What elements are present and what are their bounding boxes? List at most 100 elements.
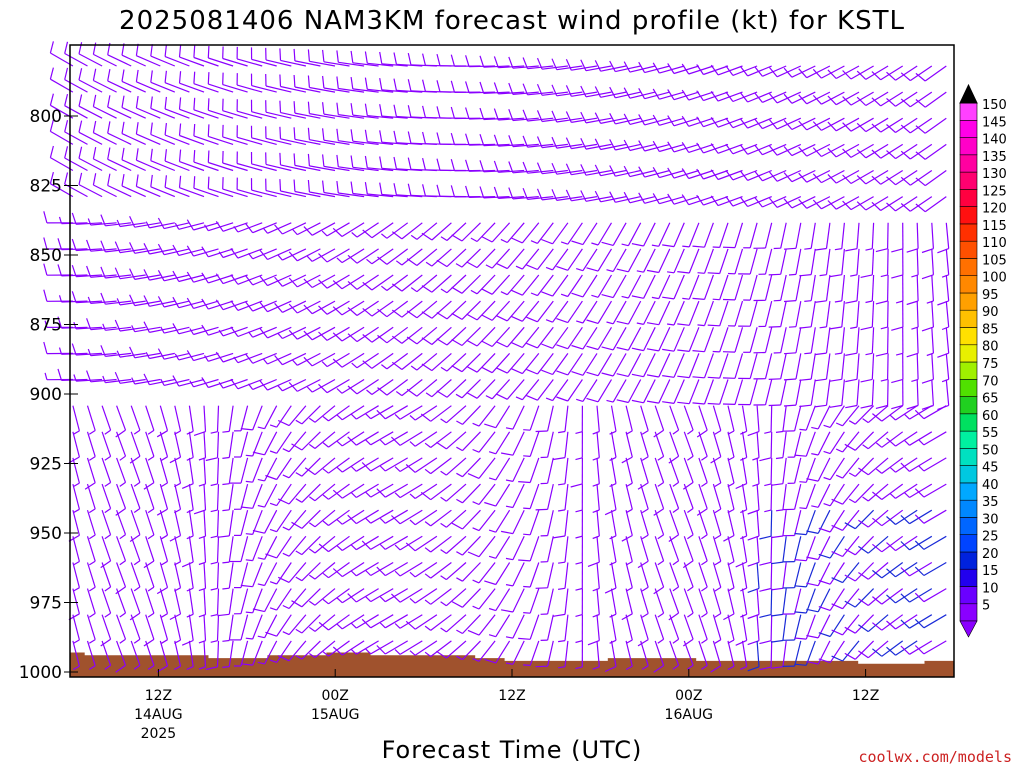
wind-barb xyxy=(844,562,875,582)
wind-barb xyxy=(332,483,365,499)
wind-barb xyxy=(662,379,685,404)
wind-barb xyxy=(592,588,600,618)
wind-barb xyxy=(625,483,633,514)
wind-barb xyxy=(759,431,773,462)
colorbar-cell xyxy=(959,344,978,363)
wind-barb xyxy=(436,640,467,659)
wind-barb xyxy=(421,300,452,319)
wind-barb xyxy=(753,379,773,406)
wind-barb xyxy=(436,326,467,346)
wind-barb xyxy=(842,91,874,106)
colorbar-label: 105 xyxy=(982,253,1007,268)
wind-barb xyxy=(727,405,735,435)
wind-barb xyxy=(332,561,365,578)
wind-barb xyxy=(860,353,875,383)
wind-barb xyxy=(505,405,525,430)
wind-barb xyxy=(710,169,743,181)
wind-barb xyxy=(799,483,816,510)
wind-barb xyxy=(683,588,694,618)
wind-barb xyxy=(609,510,617,540)
wind-barb xyxy=(178,45,205,67)
wind-barb xyxy=(336,535,365,552)
wind-barb xyxy=(451,509,481,530)
wind-barb xyxy=(336,614,365,630)
wind-barb xyxy=(57,368,88,381)
wind-barb xyxy=(174,483,182,514)
wind-barb xyxy=(698,510,708,540)
wind-barb xyxy=(669,483,680,513)
wind-barb xyxy=(236,99,263,119)
wind-barb xyxy=(365,509,394,524)
wind-barb xyxy=(332,300,365,316)
wind-barb xyxy=(753,327,773,354)
wind-barb xyxy=(551,84,583,97)
wind-barb xyxy=(58,347,88,355)
wind-barb xyxy=(332,352,365,368)
wind-barb xyxy=(129,431,141,464)
wind-barb xyxy=(818,562,845,585)
wind-barb xyxy=(727,431,735,461)
wind-barb xyxy=(740,484,748,514)
wind-barb xyxy=(710,90,743,102)
wind-barb xyxy=(560,222,583,245)
wind-barb xyxy=(827,143,860,158)
wind-barbs xyxy=(43,41,950,673)
wind-barb xyxy=(834,274,845,303)
colorbar-label: 40 xyxy=(982,478,999,493)
wind-barb xyxy=(768,248,787,276)
wind-barb xyxy=(116,588,127,618)
wind-barb xyxy=(900,509,933,525)
wind-barb xyxy=(723,510,735,542)
wind-barb xyxy=(775,405,787,433)
wind-barb xyxy=(234,640,249,667)
wind-barb xyxy=(322,431,350,448)
wind-barb xyxy=(210,510,220,539)
wind-barb xyxy=(541,353,569,376)
wind-barb xyxy=(420,405,452,422)
wind-barb xyxy=(804,222,816,250)
wind-barb xyxy=(116,457,127,487)
wind-barb xyxy=(710,195,743,207)
wind-barb xyxy=(794,640,816,666)
wind-barb xyxy=(842,196,874,211)
wind-barb xyxy=(646,300,671,326)
wind-barb xyxy=(831,614,860,636)
wind-barb xyxy=(217,588,234,617)
wind-barb xyxy=(682,222,700,248)
wind-barb xyxy=(918,457,947,472)
wind-barb xyxy=(782,483,802,511)
wind-barb xyxy=(262,352,292,365)
wind-barb xyxy=(740,640,748,670)
wind-barb xyxy=(71,343,103,356)
wind-barb xyxy=(365,431,394,446)
wind-barb xyxy=(379,614,409,629)
colorbar-label: 150 xyxy=(982,98,1007,113)
wind-barb xyxy=(722,327,744,353)
x-tick-label: 12Z xyxy=(145,688,172,704)
wind-barb xyxy=(823,405,845,428)
wind-barb xyxy=(891,301,904,331)
wind-barb xyxy=(265,100,292,119)
wind-barb xyxy=(465,55,496,68)
wind-barb xyxy=(823,431,845,455)
wind-barb xyxy=(669,640,680,670)
x-tick-date: 14AUG xyxy=(134,707,183,723)
wind-barb xyxy=(390,588,423,603)
wind-barb xyxy=(164,175,190,198)
wind-barb xyxy=(739,91,772,103)
wind-barb xyxy=(914,483,947,498)
wind-barb xyxy=(145,562,155,592)
wind-barb xyxy=(350,103,379,119)
wind-barb xyxy=(129,216,161,228)
wind-barb xyxy=(551,136,583,149)
wind-barb xyxy=(295,457,321,477)
wind-barb xyxy=(601,274,627,299)
colorbar-cell xyxy=(959,309,978,328)
wind-barb xyxy=(394,561,423,577)
wind-barb xyxy=(100,214,132,227)
chart-title: 2025081406 NAM3KM forecast wind profile … xyxy=(119,6,905,36)
wind-barb xyxy=(174,457,182,488)
wind-barb xyxy=(485,248,511,269)
wind-barb xyxy=(875,379,889,409)
wind-barb xyxy=(377,248,409,265)
